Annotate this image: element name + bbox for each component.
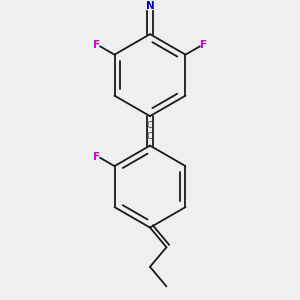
Text: C: C — [147, 132, 153, 141]
Text: F: F — [200, 40, 207, 50]
Text: C: C — [147, 121, 153, 130]
Text: F: F — [93, 152, 100, 162]
Text: N: N — [146, 1, 154, 11]
Text: F: F — [93, 40, 100, 50]
